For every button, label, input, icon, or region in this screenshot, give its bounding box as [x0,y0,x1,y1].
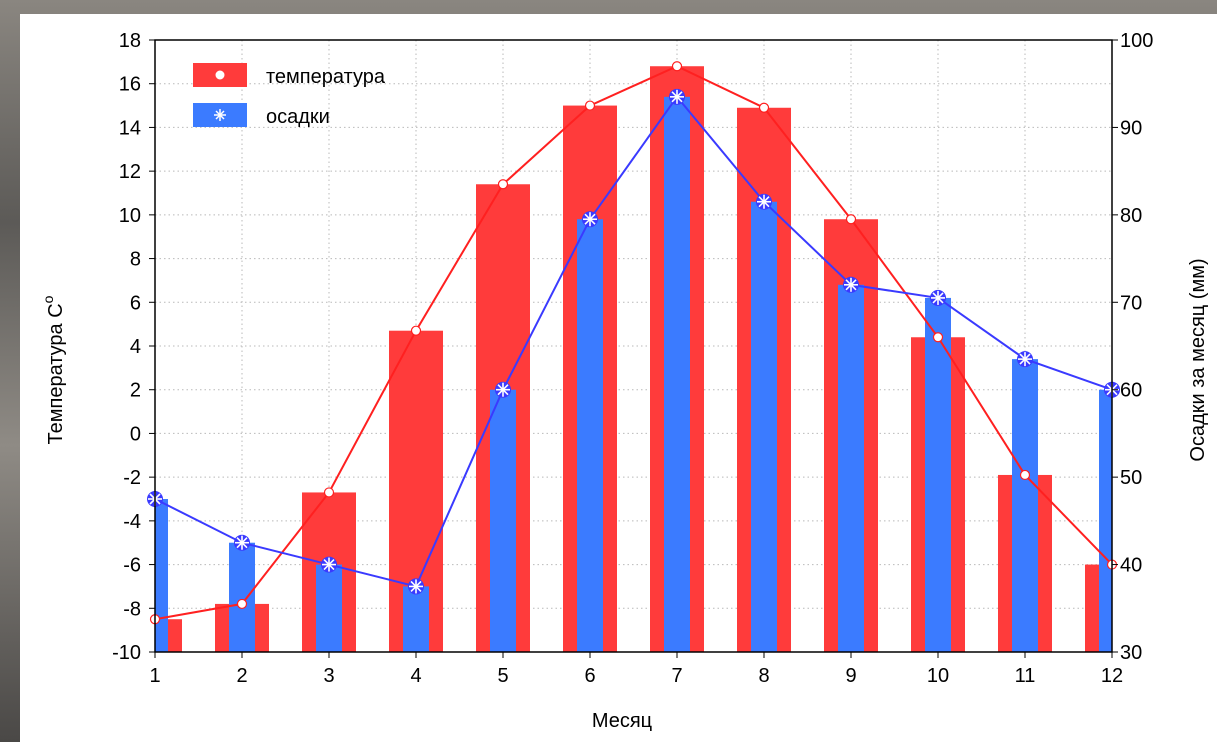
y-right-tick-label: 70 [1120,292,1142,314]
y-left-tick-label: -2 [123,467,141,489]
x-tick-label: 11 [1015,665,1036,687]
y-left-tick-label: 6 [130,292,141,314]
y-left-tick-label: -8 [123,598,141,620]
bar-precipitation [1099,389,1112,652]
grid-lines [154,39,1113,653]
marker-precipitation [234,534,250,551]
y-left-tick-label: 12 [119,161,141,183]
legend-marker-precipitation [214,109,226,121]
y-left-tick-label: 8 [130,249,141,271]
legend-label-precipitation: осадки [266,106,330,128]
y-right-tick-label: 90 [1120,117,1142,139]
marker-precipitation-stroke [671,91,683,103]
bar-precipitation [751,201,777,652]
x-tick-label: 1 [149,665,160,687]
marker-temperature [758,102,770,113]
bar-precipitation [577,219,603,652]
x-tick-label: 7 [671,665,682,687]
y-left-tick-label: -10 [112,642,141,664]
bar-precipitation [1012,359,1038,652]
marker-precipitation [495,381,511,398]
x-tick-label: 2 [236,665,247,687]
marker-precipitation [843,276,859,293]
y-right-tick-label: 100 [1120,30,1153,52]
x-tick-label: 9 [845,665,856,687]
bar-precipitation [229,542,255,652]
marker-precipitation [930,289,946,306]
marker-precipitation-stroke [932,292,944,304]
y-right-tick-label: 80 [1120,205,1142,227]
marker-precipitation-stroke [410,580,422,592]
y-axis-right-label: Осадки за месяц (мм) [1187,258,1209,461]
marker-precipitation-stroke [323,559,335,571]
bar-precipitation [664,96,690,653]
series-markers [147,61,1120,625]
line-temperature [154,65,1113,621]
marker-precipitation [321,556,337,573]
marker-precipitation-stroke [236,537,248,549]
marker-precipitation [582,211,598,228]
x-tick-label: 12 [1101,665,1123,687]
y-left-tick-label: 18 [119,30,141,52]
marker-precipitation [756,193,772,210]
y-right-tick-label: 50 [1120,467,1142,489]
bar-precipitation [316,564,342,652]
x-tick-label: 4 [410,665,421,687]
y-left-tick-label: 4 [130,336,141,358]
legend: температура осадки [193,63,386,128]
y-left-tick-label: -4 [123,511,141,533]
marker-temperature [584,100,596,111]
marker-precipitation-stroke [758,196,770,208]
marker-temperature [932,332,944,343]
legend-marker-temperature [214,69,226,81]
bar-precipitation [490,389,516,652]
y-left-tick-label: 14 [119,117,141,139]
marker-temperature [410,325,422,336]
marker-temperature [236,598,248,610]
bar-precipitation [155,499,168,652]
bars [155,66,1112,653]
x-tick-label: 6 [584,665,595,687]
marker-temperature [497,179,509,190]
legend-label-temperature: температура [266,66,386,88]
y-left-tick-label: 0 [130,423,141,445]
line-precipitation [154,95,1113,588]
marker-precipitation [1017,351,1033,368]
y-right-tick-label: 60 [1120,380,1142,402]
marker-temperature [845,214,857,225]
marker-precipitation [408,578,424,595]
y-left-tick-label: 10 [119,205,141,227]
y-left-tick-label: -6 [123,555,141,577]
y-left-tick-label: 2 [130,380,141,402]
x-axis-label: Месяц [592,710,652,732]
marker-precipitation-stroke [497,384,509,396]
x-tick-label: 5 [497,665,508,687]
y-left-tick-label: 16 [119,74,141,96]
marker-precipitation-stroke [1019,353,1031,365]
x-tick-label: 8 [758,665,769,687]
x-tick-label: 3 [323,665,334,687]
marker-temperature [323,487,335,498]
series-lines [154,65,1113,621]
bar-precipitation [403,586,429,652]
marker-temperature [671,61,683,72]
marker-precipitation-stroke [584,213,596,225]
y-right-tick-label: 30 [1120,642,1142,664]
tick-labels: -10-8-6-4-202468101214161830405060708090… [112,30,1153,687]
bar-precipitation [838,284,864,652]
y-right-tick-label: 40 [1120,555,1142,577]
y-axis-left-label: Температура Co [40,295,67,444]
marker-precipitation-stroke [845,279,857,291]
marker-temperature [1019,469,1031,481]
x-tick-label: 10 [927,665,949,687]
marker-precipitation [669,88,685,105]
bar-precipitation [925,297,951,652]
